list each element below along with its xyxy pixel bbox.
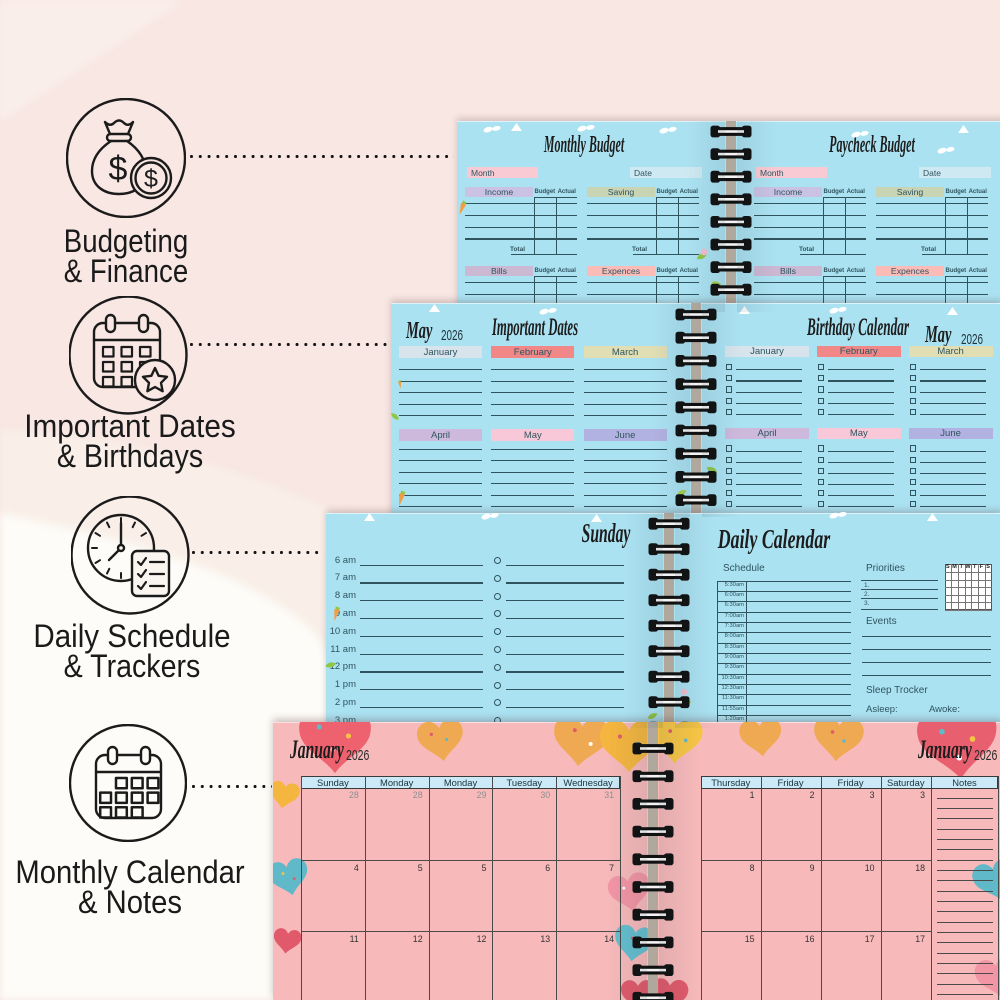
svg-text:$: $ <box>144 165 158 193</box>
svg-text:$: $ <box>109 150 128 188</box>
